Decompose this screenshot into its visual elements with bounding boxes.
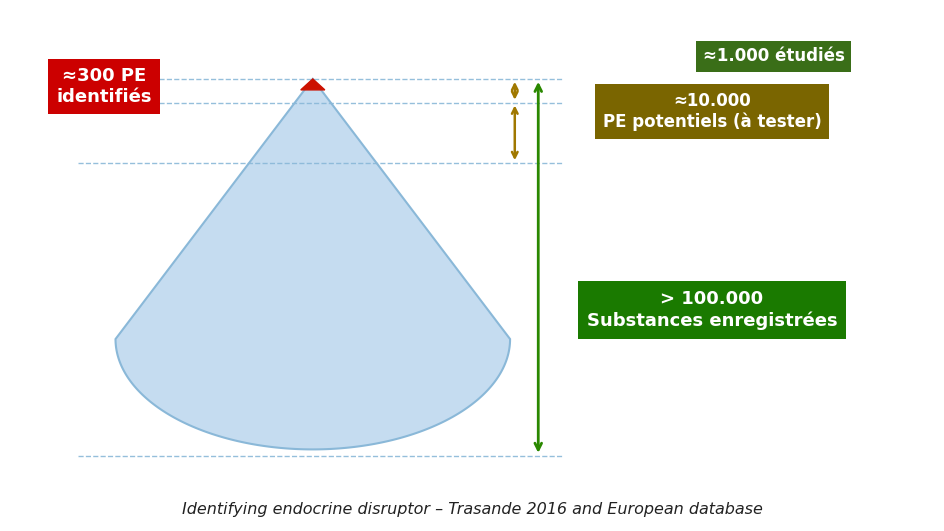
Polygon shape [115,79,510,449]
Text: Identifying endocrine disruptor – Trasande 2016 and European database: Identifying endocrine disruptor – Trasan… [182,502,762,517]
Text: ≈1.000 étudiés: ≈1.000 étudiés [702,47,844,65]
Polygon shape [300,79,325,90]
Text: > 100.000
Substances enregistrées: > 100.000 Substances enregistrées [586,290,836,330]
Text: ≈300 PE
identifiés: ≈300 PE identifiés [57,67,152,106]
Text: ≈10.000
PE potentiels (à tester): ≈10.000 PE potentiels (à tester) [602,92,820,131]
